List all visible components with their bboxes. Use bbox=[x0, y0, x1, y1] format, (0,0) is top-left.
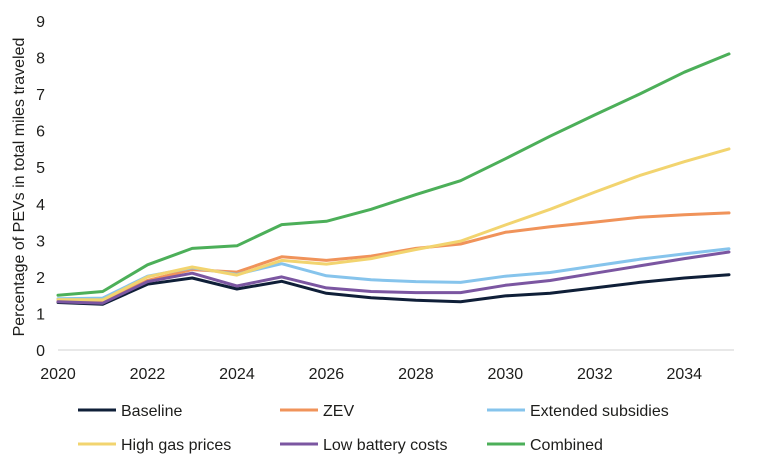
y-tick-label: 0 bbox=[36, 343, 45, 360]
y-tick-label: 3 bbox=[36, 233, 45, 250]
legend-item: High gas prices bbox=[78, 437, 231, 454]
legend: Baseline ZEV Extended subsidies High gas pr… bbox=[78, 403, 669, 454]
y-tick-label: 8 bbox=[36, 51, 45, 68]
y-tick-label: 2 bbox=[36, 270, 45, 287]
legend-label: Baseline bbox=[121, 403, 182, 420]
series-line-zev bbox=[56, 211, 731, 304]
series-line-high-gas-prices bbox=[56, 147, 731, 302]
series-line-low-battery-costs bbox=[56, 250, 731, 305]
legend-item: Low battery costs bbox=[280, 437, 448, 454]
legend-label: Low battery costs bbox=[323, 437, 448, 454]
x-tick-label: 2032 bbox=[577, 366, 613, 383]
y-tick-label: 1 bbox=[36, 306, 45, 323]
legend-item: Combined bbox=[487, 437, 603, 454]
series-line-combined bbox=[56, 52, 731, 297]
series-lines bbox=[56, 52, 731, 306]
x-tick-label: 2022 bbox=[130, 366, 166, 383]
y-tick-label: 6 bbox=[36, 124, 45, 141]
x-tick-label: 2020 bbox=[40, 366, 76, 383]
legend-label: Combined bbox=[530, 437, 603, 454]
legend-label: ZEV bbox=[323, 403, 354, 420]
legend-item: ZEV bbox=[280, 403, 354, 420]
y-axis-ticks: 0 1 2 3 4 5 6 7 8 9 bbox=[36, 14, 45, 360]
x-tick-label: 2024 bbox=[219, 366, 255, 383]
legend-label: High gas prices bbox=[121, 437, 231, 454]
series-line-baseline bbox=[56, 273, 731, 306]
x-tick-label: 2030 bbox=[488, 366, 524, 383]
legend-item: Extended subsidies bbox=[487, 403, 669, 420]
legend-label: Extended subsidies bbox=[530, 403, 669, 420]
legend-item: Baseline bbox=[78, 403, 182, 420]
y-axis-label: Percentage of PEVs in total miles travel… bbox=[11, 38, 28, 337]
y-tick-label: 7 bbox=[36, 87, 45, 104]
y-tick-label: 5 bbox=[36, 160, 45, 177]
x-tick-label: 2026 bbox=[309, 366, 345, 383]
y-tick-label: 9 bbox=[36, 14, 45, 31]
y-tick-label: 4 bbox=[36, 197, 45, 214]
x-tick-label: 2028 bbox=[398, 366, 434, 383]
x-axis-ticks: 2020 2022 2024 2026 2028 2030 2032 2034 bbox=[40, 366, 702, 383]
x-tick-label: 2034 bbox=[666, 366, 702, 383]
